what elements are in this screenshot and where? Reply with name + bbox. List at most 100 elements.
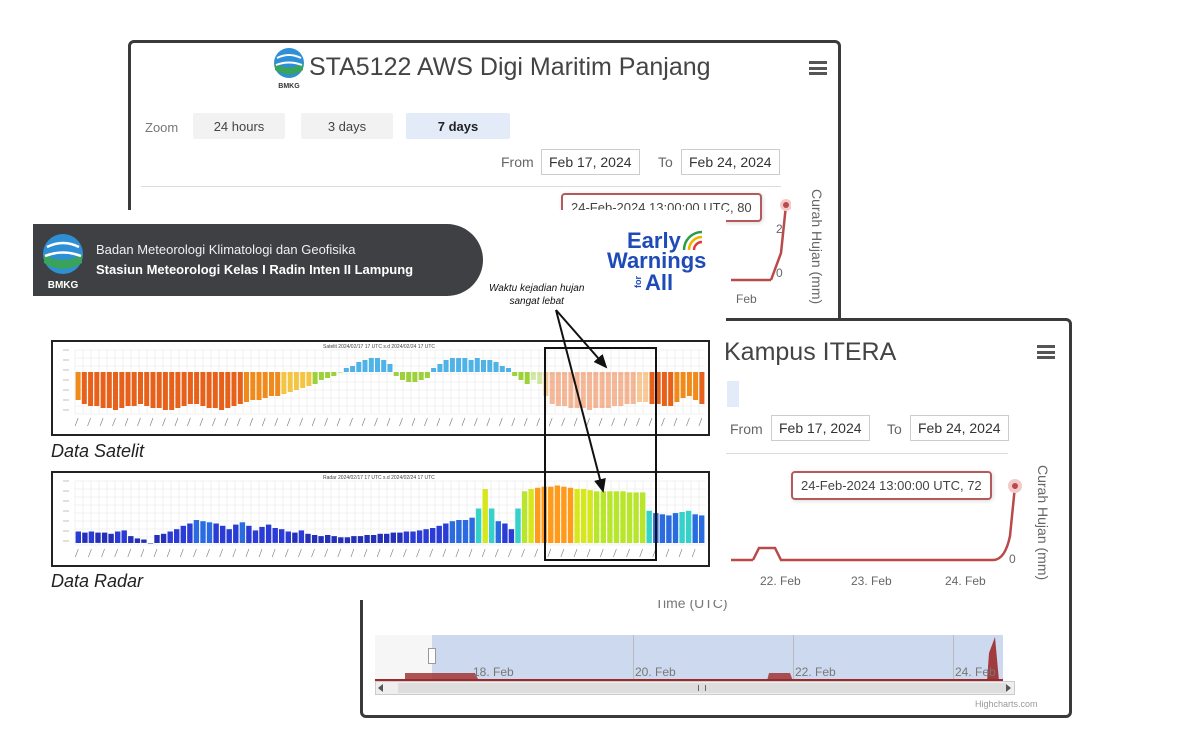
chart-bar	[246, 525, 252, 544]
x-tick-mark	[449, 417, 453, 427]
zoom-7-days-button[interactable]: 7 days	[406, 113, 510, 139]
x-tick-mark	[324, 548, 328, 558]
chart-bar	[256, 372, 262, 400]
chart-bar	[493, 362, 499, 372]
chart-bar	[293, 372, 299, 390]
chart-bar	[239, 522, 246, 543]
chart-bar	[456, 358, 462, 372]
chart-bar	[300, 372, 306, 388]
chart-bar	[567, 487, 574, 543]
chart-bar	[489, 508, 495, 543]
navigator-grid-line	[953, 635, 954, 681]
navigator[interactable]: 18. Feb 20. Feb 22. Feb 24. Feb	[375, 635, 1003, 681]
chart-bar	[607, 491, 613, 543]
x-tick-top: Feb	[736, 292, 757, 306]
chart-bar	[219, 372, 225, 410]
zoom-24-hours-button[interactable]: 24 hours	[193, 113, 285, 139]
satellite-label: Data Satelit	[51, 441, 145, 461]
chart-bar	[640, 492, 646, 543]
x-tick-mark	[199, 417, 204, 427]
from-date-input[interactable]: Feb 17, 2024	[771, 415, 870, 441]
zoom-3-days-button[interactable]: 3 days	[301, 113, 393, 139]
scrollbar-thumb[interactable]	[398, 683, 1006, 693]
x-tick-mark	[237, 417, 241, 427]
scrollbar[interactable]	[375, 681, 1015, 695]
x-tick-mark	[166, 548, 171, 558]
chart-bar	[431, 368, 437, 372]
chart-bar	[225, 372, 231, 408]
x-tick-mark	[180, 548, 184, 558]
chart-bar	[272, 528, 278, 543]
chart-bar	[612, 372, 617, 406]
navigator-handle-left[interactable]	[428, 648, 436, 664]
chart-bar	[535, 487, 541, 543]
chart-bar	[212, 372, 218, 408]
nav-tick-22-feb: 22. Feb	[795, 665, 836, 679]
x-tick-mark	[639, 548, 643, 558]
chart-bar	[613, 491, 620, 543]
chart-bar	[269, 372, 274, 396]
chart-bar	[518, 372, 524, 380]
x-tick-mark	[336, 417, 341, 427]
radar-chart-title: Radar 2024/02/17 17 UTC s.d 2024/02/24 1…	[323, 475, 435, 481]
x-tick-mark	[611, 417, 615, 427]
chart-bar	[437, 364, 443, 372]
satellite-bars	[63, 349, 705, 427]
chart-bar	[206, 372, 212, 408]
zoom-button-active[interactable]	[727, 381, 739, 407]
to-date-input[interactable]: Feb 24, 2024	[910, 415, 1009, 441]
chart-bar	[281, 372, 287, 394]
chart-bar	[430, 528, 436, 543]
chart-bar	[474, 358, 480, 372]
x-tick-mark	[586, 417, 590, 427]
x-tick-mark	[337, 548, 342, 558]
x-tick-mark	[74, 417, 79, 427]
chart-bar	[356, 362, 362, 372]
x-tick-mark	[193, 548, 197, 558]
x-tick-mark	[560, 548, 565, 558]
chart-bar	[618, 372, 624, 406]
to-label: To	[887, 421, 902, 437]
chart-bar	[699, 372, 705, 404]
x-tick-mark	[249, 417, 254, 427]
x-tick-mark	[99, 417, 104, 427]
x-tick-mark	[245, 548, 250, 558]
hamburger-icon[interactable]	[809, 61, 827, 75]
highcharts-credit[interactable]: Highcharts.com	[975, 699, 1038, 709]
early-warnings-line1: Early	[627, 228, 681, 253]
x-tick-mark	[691, 548, 696, 558]
chart-bar	[655, 372, 661, 404]
x-tick-23-feb: 23. Feb	[851, 574, 892, 588]
chart-bar	[384, 533, 390, 543]
arrow-right-icon[interactable]	[1006, 684, 1011, 692]
chart-bar	[233, 524, 239, 543]
chart-bar	[119, 372, 125, 408]
chart-bar	[549, 372, 555, 404]
y-axis-title: Curah Hujan (mm)	[1035, 465, 1051, 581]
x-tick-mark	[350, 548, 355, 558]
chart-bar	[362, 360, 368, 372]
chart-bar	[499, 366, 505, 372]
x-tick-mark	[411, 417, 416, 427]
grip-icon[interactable]	[698, 685, 706, 691]
chart-bar	[528, 489, 534, 543]
chart-bar	[561, 486, 567, 543]
from-date-input[interactable]: Feb 17, 2024	[541, 149, 640, 175]
chart-bar	[672, 513, 679, 543]
x-tick-mark	[399, 417, 403, 427]
chart-bar	[387, 364, 393, 372]
x-tick-mark	[363, 548, 368, 558]
chart-bar	[350, 366, 356, 372]
arrow-left-icon[interactable]	[378, 684, 383, 692]
x-tick-mark	[349, 417, 353, 427]
hamburger-icon[interactable]	[1037, 345, 1055, 359]
to-date-input[interactable]: Feb 24, 2024	[681, 149, 780, 175]
chart-bar	[368, 358, 374, 372]
chart-bar	[554, 485, 561, 543]
chart-bar	[469, 517, 475, 543]
chart-bar	[311, 535, 318, 543]
chart-bar	[318, 372, 324, 380]
chart-bar	[487, 360, 493, 372]
chart-bar	[390, 532, 396, 543]
chart-bar	[231, 372, 237, 406]
